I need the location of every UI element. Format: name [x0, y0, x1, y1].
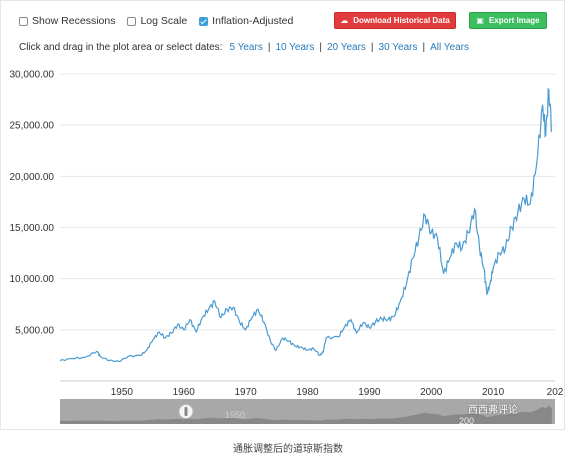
y-tick-label: 10,000.00: [10, 274, 55, 285]
navigator-label-right: 200: [459, 416, 474, 426]
log-scale-checkbox[interactable]: [127, 16, 137, 26]
chart-panel: Show Recessions Log Scale Inflation-Adju…: [0, 0, 565, 430]
x-tick-label: 1960: [173, 387, 196, 398]
download-label: Download Historical Data: [353, 16, 450, 25]
x-tick-label: 2010: [482, 387, 505, 398]
range-30-years[interactable]: 30 Years: [378, 42, 418, 53]
y-tick-label: 5,000.00: [15, 325, 54, 336]
figure-caption: 通胀调整后的道琼斯指数: [233, 444, 343, 455]
range-all-years[interactable]: All Years: [430, 42, 469, 53]
x-tick-label: 1980: [296, 387, 319, 398]
x-tick-label: 1990: [358, 387, 381, 398]
x-axis-labels: 1950 1960 1970 1980 1990 2000 2010 202: [111, 387, 564, 398]
range-navigator[interactable]: 1950 200: [60, 399, 555, 426]
log-scale-label: Log Scale: [140, 15, 188, 27]
y-tick-label: 20,000.00: [10, 172, 55, 183]
show-recessions-checkbox[interactable]: [19, 16, 28, 26]
grid-lines: [60, 73, 555, 382]
x-tick-label: 1950: [111, 387, 134, 398]
x-tick-label: 2000: [420, 387, 443, 398]
y-tick-label: 15,000.00: [10, 223, 55, 234]
range-20-years[interactable]: 20 Years: [326, 42, 366, 53]
navigator-label: 1950: [225, 410, 245, 420]
y-tick-label: 30,000.00: [10, 70, 55, 81]
navigator-grip-icon: [184, 407, 188, 416]
range-10-years[interactable]: 10 Years: [275, 42, 315, 53]
x-tick-label: 1970: [235, 387, 258, 398]
export-label: Export Image: [488, 16, 540, 25]
range-separator: |: [319, 42, 322, 53]
show-recessions-toggle[interactable]: Show Recessions: [19, 15, 115, 27]
y-axis-labels: 5,000.00 10,000.00 15,000.00 20,000.00 25,00…: [10, 70, 55, 337]
range-separator: |: [267, 42, 271, 53]
series-line: [59, 87, 553, 363]
watermark-text: 西西弗评论: [468, 405, 518, 416]
x-tick-label: 202: [547, 387, 564, 398]
download-historical-data-button[interactable]: ☁ Download Historical Data: [334, 12, 456, 29]
inflation-adjusted-toggle[interactable]: Inflation-Adjusted: [199, 15, 293, 27]
image-icon: ▣: [476, 16, 484, 25]
navigator-selection: [60, 399, 555, 424]
show-recessions-label: Show Recessions: [32, 15, 116, 27]
chart-options: Show Recessions Log Scale Inflation-Adju…: [19, 12, 305, 30]
inflation-adjusted-label: Inflation-Adjusted: [212, 15, 294, 27]
range-separator: |: [370, 42, 374, 53]
log-scale-toggle[interactable]: Log Scale: [127, 15, 187, 27]
y-tick-label: 25,000.00: [10, 121, 55, 132]
export-image-button[interactable]: ▣ Export Image: [469, 12, 547, 29]
date-selector-prompt: Click and drag in the plot area or selec…: [19, 42, 223, 53]
inflation-adjusted-checkbox[interactable]: [199, 16, 209, 26]
date-range-selector: Click and drag in the plot area or selec…: [19, 42, 469, 53]
range-separator: |: [422, 42, 426, 53]
navigator-series: [60, 405, 552, 424]
dow-jones-chart[interactable]: 5,000.00 10,000.00 15,000.00 20,000.00 25,00…: [0, 0, 576, 430]
range-5-years[interactable]: 5 Years: [229, 42, 263, 53]
download-icon: ☁: [340, 16, 349, 25]
